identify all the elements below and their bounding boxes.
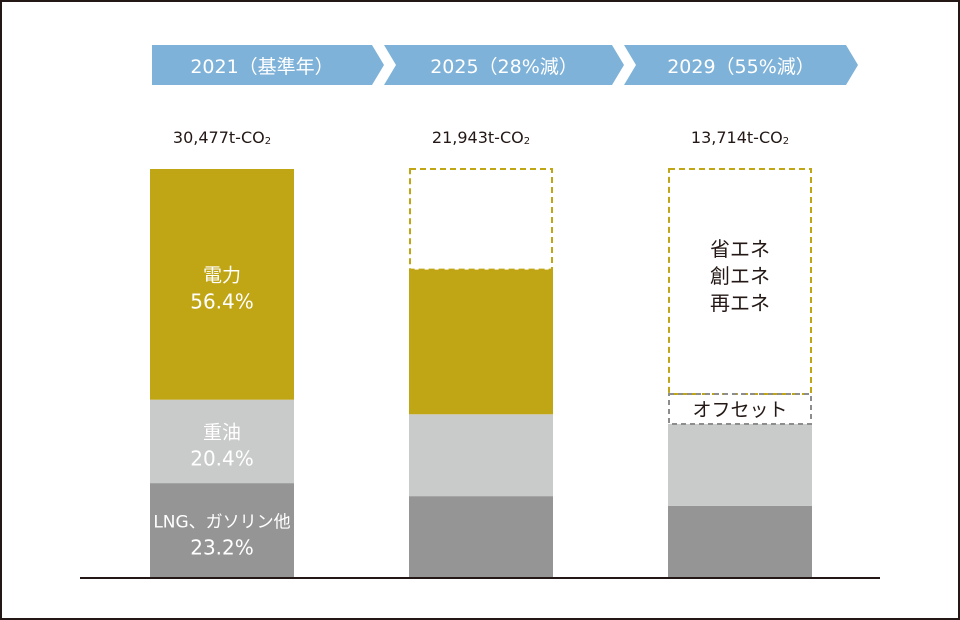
bar-segment-2025-1 [409, 414, 553, 497]
bar-segment-2021-0 [150, 483, 294, 578]
measure-label-1: 創エネ [710, 264, 770, 288]
phase-label-2025: 2025（28%減） [430, 56, 578, 78]
segment-name-0: LNG、ガソリン他 [153, 513, 290, 533]
phase-label-2029: 2029（55%減） [667, 56, 815, 78]
offset-box [668, 392, 812, 425]
reduction-box-2029 [668, 168, 812, 395]
segment-name-2: 電力 [203, 264, 241, 286]
phase-arrows: 2021（基準年） 2025（28%減） 2029（55%減） [152, 45, 858, 85]
segment-share-2: 56.4% [190, 289, 254, 313]
phase-arrow-2029 [624, 45, 858, 85]
phase-arrow-2021 [152, 45, 384, 85]
offset-label: オフセット [692, 399, 787, 421]
measure-label-0: 省エネ [710, 237, 770, 261]
bar-segment-2021-1 [150, 399, 294, 484]
segment-share-1: 20.4% [190, 446, 254, 470]
total-label-2029: 13,714t-CO2 [691, 128, 789, 147]
reduction-box-2025 [409, 168, 553, 271]
total-label-2025: 21,943t-CO2 [432, 128, 530, 147]
bar-segment-2029-0 [668, 505, 812, 578]
total-label-2021: 30,477t-CO2 [173, 128, 271, 147]
segment-name-1: 重油 [203, 421, 241, 443]
phase-arrow-2025 [384, 45, 624, 85]
segment-share-0: 23.2% [190, 536, 254, 560]
measure-label-2: 再エネ [710, 291, 770, 315]
phase-label-2021: 2021（基準年） [190, 56, 333, 78]
bar-segment-2021-2 [150, 169, 294, 400]
bar-segment-2025-2 [409, 269, 553, 415]
bar-segment-2029-1 [668, 423, 812, 506]
total-labels: 30,477t-CO2 21,943t-CO2 13,714t-CO2 [173, 128, 789, 147]
bar-segment-2025-0 [409, 496, 553, 578]
stacked-bars: LNG、ガソリン他 23.2% 重油 20.4% 電力 56.4% [150, 169, 812, 578]
